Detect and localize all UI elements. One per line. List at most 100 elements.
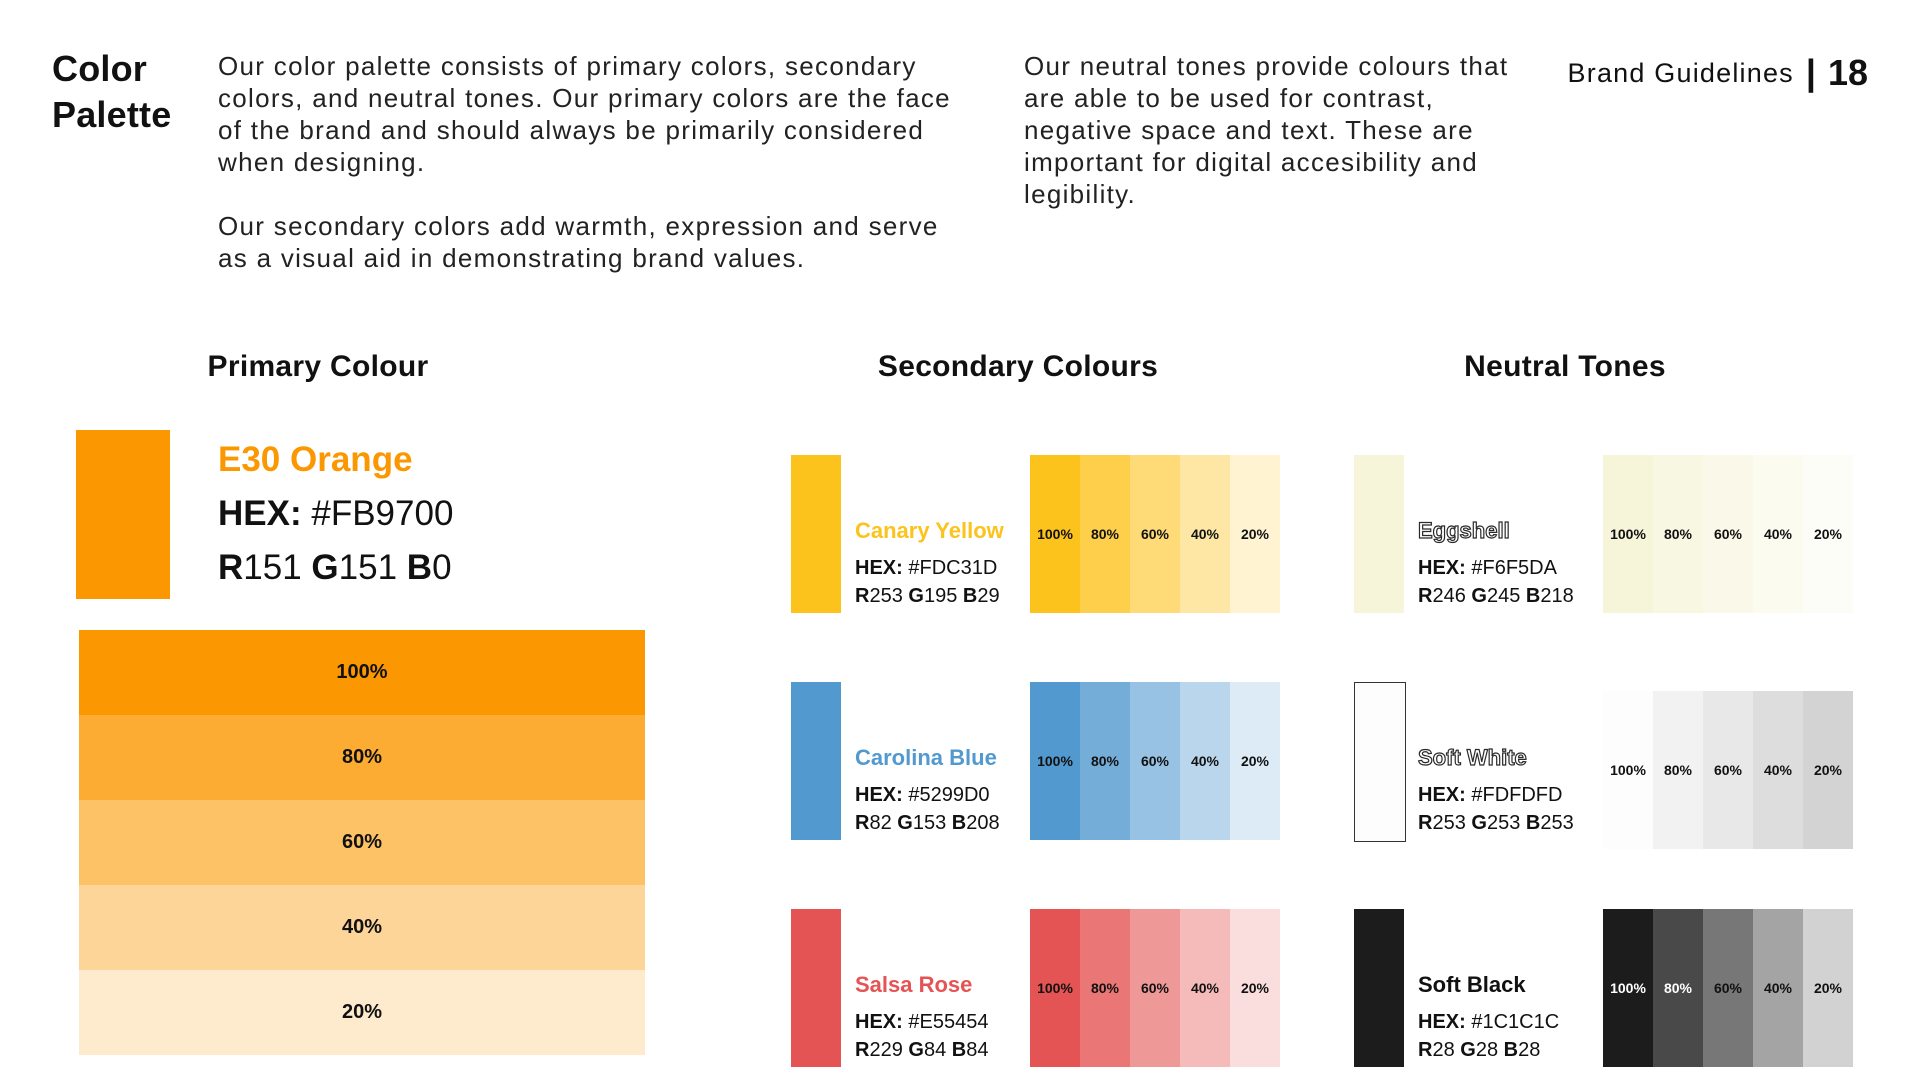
neutral-section-title: Neutral Tones [1464, 350, 1666, 383]
b-label: B [951, 1039, 967, 1061]
page-title-line2: Palette [52, 94, 172, 135]
page-number: 18 [1827, 52, 1868, 93]
hex-label: HEX: [1418, 557, 1466, 579]
primary-color-name: E30 Orange [218, 440, 413, 479]
g-label: G [1460, 1039, 1476, 1061]
salsa-rose-tint-3: 40% [1180, 909, 1230, 1067]
hex-label: HEX: [855, 557, 903, 579]
r-value: 246 [1432, 585, 1466, 607]
soft-black-name: Soft Black [1418, 972, 1526, 997]
r-label: R [1418, 1039, 1433, 1061]
hex-value: #FDC31D [908, 557, 998, 579]
g-value: 253 [1486, 812, 1521, 834]
primary-tint-scale: 100% 80% 60% 40% 20% [79, 630, 645, 1055]
hex-label: HEX: [855, 784, 903, 806]
primary-section-title: Primary Colour [207, 350, 429, 383]
g-label: G [908, 1039, 924, 1061]
r-label: R [1418, 585, 1433, 607]
r-value: 82 [869, 812, 892, 834]
g-value: 195 [923, 585, 958, 607]
b-value: 84 [966, 1039, 989, 1061]
intro-paragraph-2: Our secondary colors add warmth, express… [218, 211, 939, 273]
eggshell-swatch [1354, 455, 1404, 613]
canary-yellow-tint-4: 20% [1230, 455, 1280, 613]
primary-tint-1: 80% [79, 715, 645, 800]
carolina-blue-swatch [791, 682, 841, 840]
hex-value: #5299D0 [908, 784, 990, 806]
eggshell-tint-4: 20% [1803, 455, 1853, 613]
hex-label: HEX: [218, 494, 302, 533]
hex-value: #E55454 [908, 1011, 989, 1033]
eggshell-rgb: R246 G245 B218 [1418, 585, 1574, 608]
hex-label: HEX: [855, 1011, 903, 1033]
g-label: G [1471, 585, 1487, 607]
r-label: R [855, 812, 870, 834]
b-value: 29 [977, 585, 1000, 607]
carolina-blue-tint-1: 80% [1080, 682, 1130, 840]
soft-black-hex: HEX: #1C1C1C [1418, 1011, 1559, 1034]
primary-tint-4: 20% [79, 970, 645, 1055]
g-label: G [897, 812, 913, 834]
page-title-line1: Color [52, 48, 147, 89]
r-value: 151 [243, 548, 302, 587]
soft-white-rgb: R253 G253 B253 [1418, 812, 1574, 835]
eggshell-hex: HEX: #F6F5DA [1418, 557, 1557, 580]
b-label: B [1525, 812, 1541, 834]
canary-yellow-tint-0: 100% [1030, 455, 1080, 613]
r-label: R [855, 585, 870, 607]
carolina-blue-rgb: R82 G153 B208 [855, 812, 1000, 835]
eggshell-tint-2: 60% [1703, 455, 1753, 613]
soft-white-tint-3: 40% [1753, 691, 1803, 849]
hex-value: #FB9700 [311, 494, 454, 533]
soft-black-swatch [1354, 909, 1404, 1067]
b-value: 0 [432, 548, 452, 587]
page-separator: | [1805, 52, 1816, 93]
carolina-blue-tint-3: 40% [1180, 682, 1230, 840]
r-value: 253 [869, 585, 903, 607]
r-label: R [218, 548, 244, 587]
b-value: 253 [1540, 812, 1574, 834]
b-label: B [406, 548, 433, 587]
soft-black-rgb: R28 G28 B28 [1418, 1039, 1540, 1062]
primary-tint-2: 60% [79, 800, 645, 885]
intro-paragraph-3: Our neutral tones provide colours that a… [1024, 51, 1509, 209]
hex-value: #FDFDFD [1471, 784, 1563, 806]
canary-yellow-hex: HEX: #FDC31D [855, 557, 997, 580]
carolina-blue-tint-0: 100% [1030, 682, 1080, 840]
r-label: R [855, 1039, 870, 1061]
eggshell-name: Eggshell [1417, 517, 1510, 543]
g-label: G [908, 585, 924, 607]
eggshell-tint-0: 100% [1603, 455, 1653, 613]
primary-rgb: R151 G151 B0 [218, 548, 452, 588]
b-label: B [962, 585, 978, 607]
b-value: 28 [1518, 1039, 1541, 1061]
hex-label: HEX: [1418, 784, 1466, 806]
g-value: 28 [1475, 1039, 1499, 1061]
g-value: 151 [338, 548, 398, 587]
salsa-rose-name: Salsa Rose [855, 972, 973, 997]
salsa-rose-tint-1: 80% [1080, 909, 1130, 1067]
salsa-rose-tint-2: 60% [1130, 909, 1180, 1067]
soft-white-name: Soft White [1417, 744, 1527, 770]
g-label: G [311, 548, 339, 587]
soft-white-hex: HEX: #FDFDFD [1418, 784, 1562, 807]
soft-black-tint-3: 40% [1753, 909, 1803, 1067]
salsa-rose-tint-0: 100% [1030, 909, 1080, 1067]
carolina-blue-hex: HEX: #5299D0 [855, 784, 990, 807]
salsa-rose-swatch [791, 909, 841, 1067]
soft-white-tint-4: 20% [1803, 691, 1853, 849]
b-value: 218 [1540, 585, 1574, 607]
salsa-rose-tint-4: 20% [1230, 909, 1280, 1067]
r-value: 28 [1432, 1039, 1455, 1061]
canary-yellow-name: Canary Yellow [855, 518, 1004, 543]
hex-label: HEX: [1418, 1011, 1466, 1033]
intro-paragraph-1: Our color palette consists of primary co… [218, 51, 951, 177]
intro-column-1: Our color palette consists of primary co… [218, 50, 973, 306]
primary-hex: HEX: #FB9700 [218, 494, 453, 534]
r-value: 229 [869, 1039, 903, 1061]
page-label: Brand Guidelines [1567, 57, 1794, 88]
canary-yellow-swatch [791, 455, 841, 613]
soft-black-tint-1: 80% [1653, 909, 1703, 1067]
primary-tint-3: 40% [79, 885, 645, 970]
intro-column-2: Our neutral tones provide colours that a… [1024, 50, 1524, 242]
